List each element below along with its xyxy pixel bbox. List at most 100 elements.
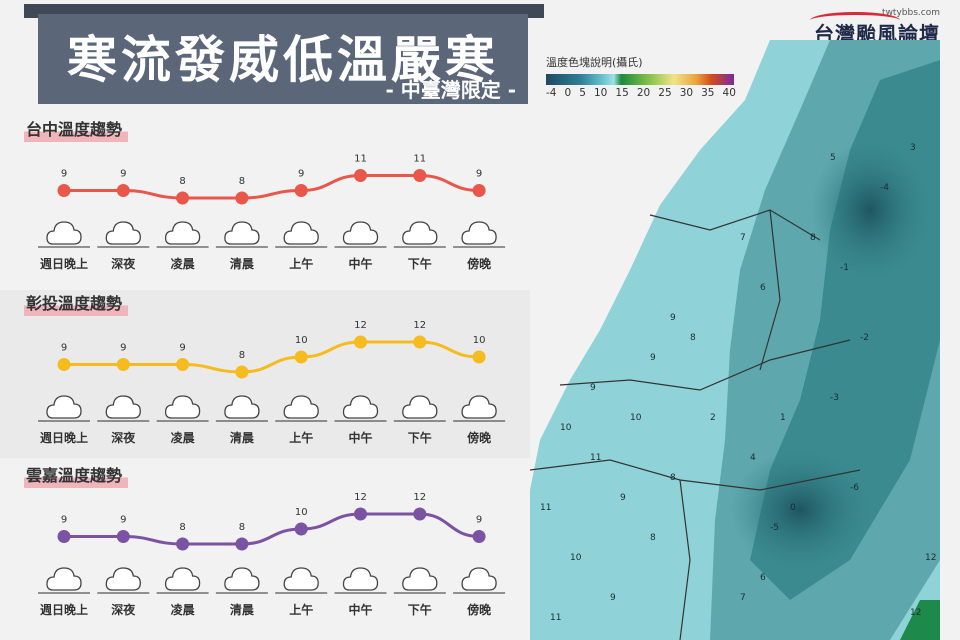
county-border-4 <box>679 479 691 640</box>
data-label: 9 <box>179 343 185 354</box>
logo-swoosh-icon <box>810 12 900 29</box>
legend-tick: -4 <box>546 87 557 99</box>
category-label: 週日晚上 <box>40 602 88 617</box>
cloud-icon <box>461 567 497 591</box>
color-legend: 溫度色塊說明(攝氏) -4 0 5 10 15 20 25 30 35 40 <box>546 54 736 99</box>
legend-title: 溫度色塊說明(攝氏) <box>546 56 643 69</box>
cloud-icon <box>283 395 319 419</box>
category-label: 深夜 <box>111 602 136 617</box>
data-point <box>294 522 308 536</box>
cloud-icon <box>105 221 141 245</box>
data-point <box>116 358 130 371</box>
chart-title-taichung: 台中溫度趨勢 <box>24 116 129 142</box>
data-point <box>57 530 71 543</box>
category-label: 下午 <box>408 430 432 445</box>
data-point <box>472 184 486 197</box>
cloud-icon <box>224 567 260 591</box>
data-label: 9 <box>476 169 482 180</box>
legend-tick: 40 <box>722 87 736 99</box>
legend-tick: 15 <box>615 87 629 99</box>
legend-tick: 5 <box>579 87 586 99</box>
map-temperature-label: 9 <box>620 493 626 503</box>
cloud-icon <box>402 221 438 245</box>
data-label: 12 <box>354 320 367 331</box>
legend-tick: 20 <box>636 87 651 99</box>
cloud-icon <box>283 567 319 591</box>
category-label: 週日晚上 <box>40 430 88 445</box>
map-temperature-label: 9 <box>610 593 616 603</box>
data-label: 9 <box>61 515 67 526</box>
map-temperature-label: 7 <box>740 233 746 243</box>
data-label: 9 <box>298 169 304 180</box>
category-label: 深夜 <box>111 256 136 271</box>
map-temperature-label: -6 <box>850 483 859 493</box>
data-point <box>235 537 249 551</box>
data-point <box>294 350 308 364</box>
data-point <box>413 335 427 349</box>
map-temperature-label: -3 <box>830 393 839 403</box>
category-label: 上午 <box>289 430 313 445</box>
cloud-icon <box>283 221 319 245</box>
map-temperature-label: 1 <box>780 413 786 423</box>
category-label: 中午 <box>348 430 372 445</box>
data-point <box>176 191 190 205</box>
data-point <box>116 184 130 197</box>
cloud-icon <box>224 395 260 419</box>
map-temperature-label: 8 <box>650 533 656 543</box>
cloud-icon <box>342 395 379 419</box>
map-temperature-label: 11 <box>540 503 551 513</box>
map-temperature-label: 10 <box>560 423 572 433</box>
cloud-icon <box>105 395 141 419</box>
category-label: 下午 <box>408 256 432 271</box>
data-point <box>354 335 367 349</box>
category-label: 上午 <box>289 602 313 617</box>
map-temperature-label: -2 <box>860 333 869 343</box>
data-point <box>294 184 308 197</box>
map-temperature-label: 12 <box>925 553 936 563</box>
category-label: 傍晚 <box>467 430 491 445</box>
category-label: 傍晚 <box>467 256 491 271</box>
map-temperature-label: 9 <box>590 383 596 393</box>
data-point <box>354 169 367 182</box>
cloud-icon <box>342 221 379 245</box>
category-label: 中午 <box>348 602 372 617</box>
data-point <box>235 365 249 379</box>
page-subtitle: - 中臺灣限定 - <box>385 78 516 102</box>
category-label: 凌晨 <box>171 602 196 617</box>
map-temperature-label: 5 <box>830 153 836 163</box>
data-label: 8 <box>239 522 245 533</box>
panel-background-2 <box>0 290 530 458</box>
map-temperature-label: 8 <box>810 233 816 243</box>
map-temperature-label: 11 <box>550 613 561 623</box>
map-temperature-label: 9 <box>670 313 676 323</box>
temperature-map: 9 9 8 10 11 9 8 10 9 11 12 6 7 8 5 -1 -2 -3 0 -5 -6 -4 3 4 2 1 7 6 9… <box>530 40 940 640</box>
map-temperature-label: -4 <box>880 183 889 193</box>
data-label: 10 <box>473 335 486 346</box>
cloud-icon <box>461 395 497 419</box>
chart-svg-yunchia: 9 週日晚上 9 深夜 8 凌晨 8 清晨 10 上午 12 中午 12 下午 9 傍晚 <box>38 492 506 617</box>
category-label: 下午 <box>408 602 432 617</box>
logo-url: twtybbs.com <box>882 8 940 18</box>
data-label: 9 <box>476 515 482 526</box>
category-label: 清晨 <box>230 430 255 445</box>
category-label: 上午 <box>289 256 313 271</box>
cloud-icon <box>461 221 497 245</box>
category-label: 清晨 <box>230 256 255 271</box>
map-temperature-label: 10 <box>630 413 642 423</box>
map-temperature-label: 8 <box>690 333 696 343</box>
legend-tick: 10 <box>594 87 608 99</box>
chart-title-changtou: 彰投溫度趨勢 <box>24 290 129 316</box>
chart-panel-taichung: 9 週日晚上 9 深夜 8 凌晨 8 清晨 9 上午 11 中午 11 下午 9 傍晚 台中溫度趨勢 <box>18 116 528 286</box>
data-label: 12 <box>413 492 426 503</box>
chart-panel-yunchia: 9 週日晚上 9 深夜 8 凌晨 8 清晨 10 上午 12 中午 12 下午 9 傍晚 雲嘉溫度趨勢 <box>18 462 528 632</box>
data-point <box>472 350 486 364</box>
data-point <box>57 358 71 371</box>
map-temperature-label: 6 <box>760 573 766 583</box>
legend-tick: 30 <box>679 87 694 99</box>
map-temperature-label: 12 <box>910 608 921 618</box>
page-title: 寒流發威低溫嚴寒 <box>67 31 499 89</box>
data-label: 8 <box>239 176 245 187</box>
cold-core-1 <box>810 140 930 280</box>
map-temperature-label: 4 <box>750 453 756 463</box>
county-border-1 <box>649 209 821 241</box>
